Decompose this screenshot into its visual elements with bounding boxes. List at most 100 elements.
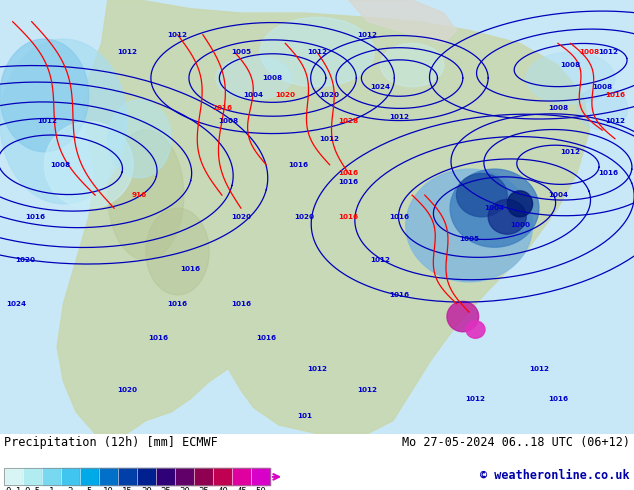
Ellipse shape	[447, 301, 479, 332]
Text: 1020: 1020	[294, 214, 314, 220]
Ellipse shape	[0, 39, 127, 204]
Text: 1012: 1012	[307, 49, 327, 55]
Text: 1024: 1024	[6, 300, 26, 307]
Text: 1012: 1012	[37, 119, 58, 124]
Ellipse shape	[488, 199, 526, 234]
Text: 0.5: 0.5	[25, 487, 41, 490]
Text: 1016: 1016	[212, 105, 232, 111]
Text: 1012: 1012	[370, 257, 391, 263]
Text: 15: 15	[122, 487, 133, 490]
Text: 101: 101	[297, 413, 312, 419]
Text: 1005: 1005	[459, 236, 479, 242]
Text: 1012: 1012	[167, 32, 188, 38]
Text: 1004: 1004	[484, 205, 505, 211]
Text: 1020: 1020	[15, 257, 36, 263]
Text: 1020: 1020	[275, 93, 295, 98]
Text: 1016: 1016	[231, 300, 251, 307]
Ellipse shape	[466, 321, 485, 338]
Bar	[4, 468, 270, 486]
Bar	[118, 468, 137, 486]
Ellipse shape	[260, 17, 374, 87]
Text: 1008: 1008	[218, 119, 238, 124]
Ellipse shape	[526, 52, 615, 104]
Polygon shape	[57, 0, 590, 434]
Text: 5: 5	[87, 487, 92, 490]
Ellipse shape	[108, 100, 171, 178]
Text: 45: 45	[236, 487, 247, 490]
Text: 1020: 1020	[231, 214, 251, 220]
Text: 0.1: 0.1	[6, 487, 22, 490]
Text: 20: 20	[141, 487, 152, 490]
Ellipse shape	[406, 169, 533, 282]
Ellipse shape	[577, 87, 628, 130]
Text: 35: 35	[198, 487, 209, 490]
Text: 1016: 1016	[148, 335, 169, 341]
Text: Mo 27-05-2024 06..18 UTC (06+12): Mo 27-05-2024 06..18 UTC (06+12)	[402, 436, 630, 449]
Text: 1004: 1004	[548, 192, 568, 198]
Text: 1016: 1016	[598, 171, 619, 176]
Text: 1016: 1016	[180, 266, 200, 272]
Bar	[175, 468, 194, 486]
Text: 1008: 1008	[262, 75, 283, 81]
Text: 1016: 1016	[25, 214, 45, 220]
Text: 1012: 1012	[320, 136, 340, 142]
Ellipse shape	[507, 191, 533, 217]
Text: 1020: 1020	[320, 93, 340, 98]
Text: 1016: 1016	[339, 171, 359, 176]
Bar	[23, 468, 42, 486]
Text: 1028: 1028	[339, 119, 359, 124]
Ellipse shape	[108, 130, 184, 260]
Text: 25: 25	[160, 487, 171, 490]
Ellipse shape	[44, 122, 133, 208]
Text: 30: 30	[179, 487, 190, 490]
Polygon shape	[349, 0, 456, 44]
Text: 1016: 1016	[339, 214, 359, 220]
Text: 916: 916	[132, 192, 147, 198]
Bar	[251, 468, 270, 486]
Text: Precipitation (12h) [mm] ECMWF: Precipitation (12h) [mm] ECMWF	[4, 436, 217, 449]
Text: 1012: 1012	[598, 49, 619, 55]
Text: 1012: 1012	[358, 387, 378, 393]
Text: 1016: 1016	[288, 162, 308, 168]
Text: 1016: 1016	[167, 300, 188, 307]
Text: 1004: 1004	[243, 93, 264, 98]
Ellipse shape	[456, 173, 507, 217]
Text: 1016: 1016	[256, 335, 276, 341]
Bar	[61, 468, 80, 486]
Text: 2: 2	[68, 487, 73, 490]
Bar	[137, 468, 156, 486]
Text: 1024: 1024	[370, 84, 391, 90]
Text: 1: 1	[49, 487, 54, 490]
Text: 10: 10	[103, 487, 114, 490]
Ellipse shape	[450, 169, 539, 247]
Text: 50: 50	[255, 487, 266, 490]
Text: 1016: 1016	[605, 93, 625, 98]
Text: 1008: 1008	[592, 84, 612, 90]
Text: 1012: 1012	[307, 366, 327, 371]
Text: 1012: 1012	[389, 114, 410, 120]
Bar	[80, 468, 99, 486]
Text: 1005: 1005	[231, 49, 251, 55]
Bar	[194, 468, 213, 486]
Text: 1020: 1020	[117, 387, 137, 393]
Ellipse shape	[380, 44, 444, 87]
Ellipse shape	[146, 208, 209, 295]
Text: 1012: 1012	[465, 396, 486, 402]
Text: 1012: 1012	[117, 49, 137, 55]
Text: 1008: 1008	[560, 62, 581, 68]
Bar	[232, 468, 251, 486]
Text: 1000: 1000	[510, 222, 530, 228]
Text: 1012: 1012	[605, 119, 625, 124]
Text: 1016: 1016	[389, 292, 410, 298]
Text: 40: 40	[217, 487, 228, 490]
Ellipse shape	[0, 39, 89, 152]
Bar	[156, 468, 175, 486]
Text: 1016: 1016	[339, 179, 359, 185]
Text: 1008: 1008	[50, 162, 70, 168]
Bar	[213, 468, 232, 486]
Bar	[42, 468, 61, 486]
Text: 1012: 1012	[560, 149, 581, 155]
Text: 1012: 1012	[529, 366, 549, 371]
Ellipse shape	[216, 56, 292, 100]
Text: 1012: 1012	[358, 32, 378, 38]
